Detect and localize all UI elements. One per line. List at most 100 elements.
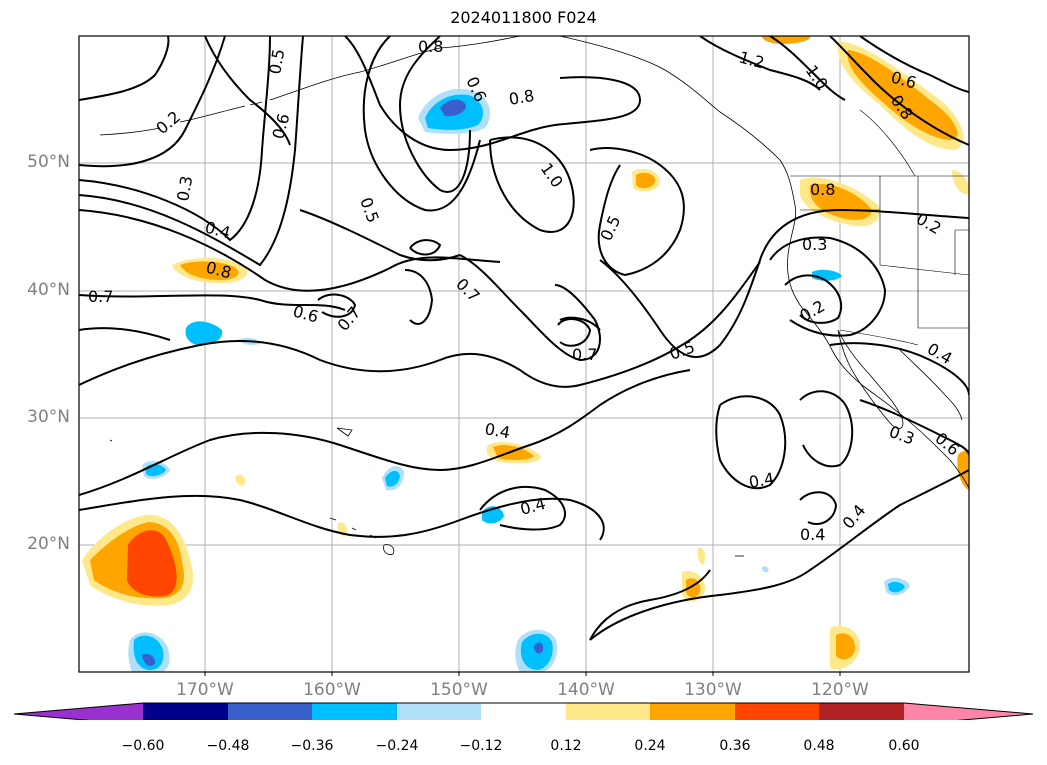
- state-border-4: [954, 229, 969, 275]
- shade-bc-coast-mid: [847, 50, 958, 140]
- colorbar-extend-high: [904, 703, 1033, 720]
- contour-0.4-se: [715, 395, 787, 490]
- contour-0.4-east: [829, 342, 969, 396]
- contour-label: 0.4: [483, 419, 511, 442]
- colorbar-tick-label: −0.12: [459, 738, 503, 754]
- lat-label-20n: 20°N: [27, 534, 70, 554]
- shade-gulf-alaska-core: [440, 99, 466, 117]
- contour-label: 0.8: [810, 180, 835, 199]
- shade-baja: [957, 450, 969, 490]
- state-border-3: [917, 176, 969, 329]
- contour-0.6-nw: [79, 209, 501, 292]
- shading-positive: [82, 36, 969, 670]
- canada-inland: [859, 109, 916, 177]
- contour-0.3-nw: [79, 36, 226, 168]
- contour-0.4-se2: [799, 390, 854, 468]
- colorbar-tick-label: −0.60: [121, 738, 165, 754]
- contour-0.6-left: [204, 36, 291, 146]
- shade-115w-15n-mid: [888, 581, 905, 593]
- north-america-west: [787, 204, 969, 489]
- contour-0.4-sw: [404, 269, 434, 325]
- contour-0.4-small: [799, 491, 838, 525]
- lat-label-40n: 40°N: [27, 280, 70, 300]
- contour-0.4-nw: [79, 36, 271, 242]
- contour-0.5-center: [599, 208, 969, 358]
- contour-label: 0.8: [507, 86, 535, 109]
- baja: [837, 329, 904, 429]
- contour-label: 0.4: [747, 469, 775, 492]
- contour-loop-0.7b: [557, 318, 592, 347]
- contour-0.5-gulf: [398, 36, 471, 193]
- colorbar-segment: [819, 703, 904, 720]
- lon-label-150w: 150°W: [430, 680, 488, 700]
- contour-0.6-gulf: [362, 36, 481, 212]
- hawaii: [329, 517, 395, 555]
- contour-label: 0.5: [265, 47, 288, 75]
- shade-small-neg: [761, 566, 769, 573]
- contour-0.5-nw: [79, 36, 304, 267]
- island-small-1: [336, 427, 353, 437]
- lat-label-50n: 50°N: [27, 152, 70, 172]
- contour-0.7-center: [459, 254, 601, 362]
- colorbar-tick-label: −0.48: [206, 738, 250, 754]
- map-title: 2024011800 F024: [450, 8, 597, 27]
- contour-0.3-left: [79, 327, 171, 341]
- colorbar-tick-label: 0.48: [803, 738, 835, 754]
- lon-ticks: [204, 672, 841, 676]
- contour-small-loop: [409, 239, 442, 256]
- contour-loop-0.7: [317, 293, 357, 318]
- contour-0.2-coast: [784, 274, 843, 324]
- shade-155w-25n-mid: [385, 470, 400, 487]
- shade-small-2: [697, 547, 706, 565]
- colorbar-tick-label: 0.36: [719, 738, 751, 754]
- shade-175w-12n-core: [142, 654, 156, 666]
- shade-145w-28n-mid: [493, 445, 534, 461]
- contour-label: 0.4: [800, 525, 825, 544]
- colorbar-segment: [650, 703, 735, 720]
- colorbar-extend-low: [14, 703, 143, 720]
- lon-label-160w: 160°W: [303, 680, 361, 700]
- contour-0.5-east: [589, 147, 685, 277]
- colorbar-segment: [481, 703, 566, 720]
- contour-1.0-ne: [769, 36, 846, 101]
- lon-label-140w: 140°W: [557, 680, 615, 700]
- shade-145w-12n-core: [534, 642, 544, 654]
- contour-1.0: [489, 136, 575, 233]
- gulf-california: [899, 349, 963, 421]
- shade-135w-48n-mid: [636, 172, 656, 189]
- shade-125w-12n-mid: [836, 633, 856, 660]
- map-plot: 0.2 0.3 0.4 0.8 0.7 0.6 0.7 0.5 0.6 0.8 …: [78, 35, 970, 676]
- contour-0.6-ne: [859, 36, 969, 93]
- colorbar-tick-label: 0.12: [550, 738, 582, 754]
- colorbar: [13, 702, 1034, 720]
- contour-1.2: [699, 36, 821, 91]
- colorbar-tick-label: −0.36: [290, 738, 334, 754]
- contour-0.2-center: [79, 494, 605, 541]
- state-border-1: [879, 176, 969, 276]
- colorbar-tick-label: 0.24: [634, 738, 666, 754]
- colorbar-segment: [143, 703, 228, 720]
- lat-label-30n: 30°N: [27, 407, 70, 427]
- contour-0.2-nw: [79, 36, 170, 101]
- coastlines: [99, 36, 969, 557]
- shade-170w-37n: [185, 321, 223, 346]
- contour-0.3-center: [79, 369, 691, 496]
- contour-label: 0.7: [572, 345, 597, 364]
- colorbar-segment: [735, 703, 819, 720]
- contour-0.2-south: [589, 569, 711, 641]
- contour-0.4-center: [79, 261, 761, 388]
- contour-label: 0.3: [802, 235, 827, 254]
- contour-0.4-south: [479, 485, 566, 531]
- colorbar-tick-label: 0.60: [888, 738, 920, 754]
- contour-0.3-coast: [769, 236, 887, 337]
- lon-label-120w: 120°W: [811, 680, 869, 700]
- map-frame: [79, 36, 969, 672]
- contour-0.7-mid: [299, 209, 461, 262]
- contour-0.3-east: [859, 399, 969, 456]
- lon-label-170w: 170°W: [176, 680, 234, 700]
- shade-175w-12n-mid: [133, 635, 164, 670]
- contour-label: 0.7: [88, 287, 113, 306]
- colorbar-outline: [13, 702, 1034, 720]
- shade-small-1: [235, 474, 246, 486]
- alaska-coast: [269, 36, 796, 206]
